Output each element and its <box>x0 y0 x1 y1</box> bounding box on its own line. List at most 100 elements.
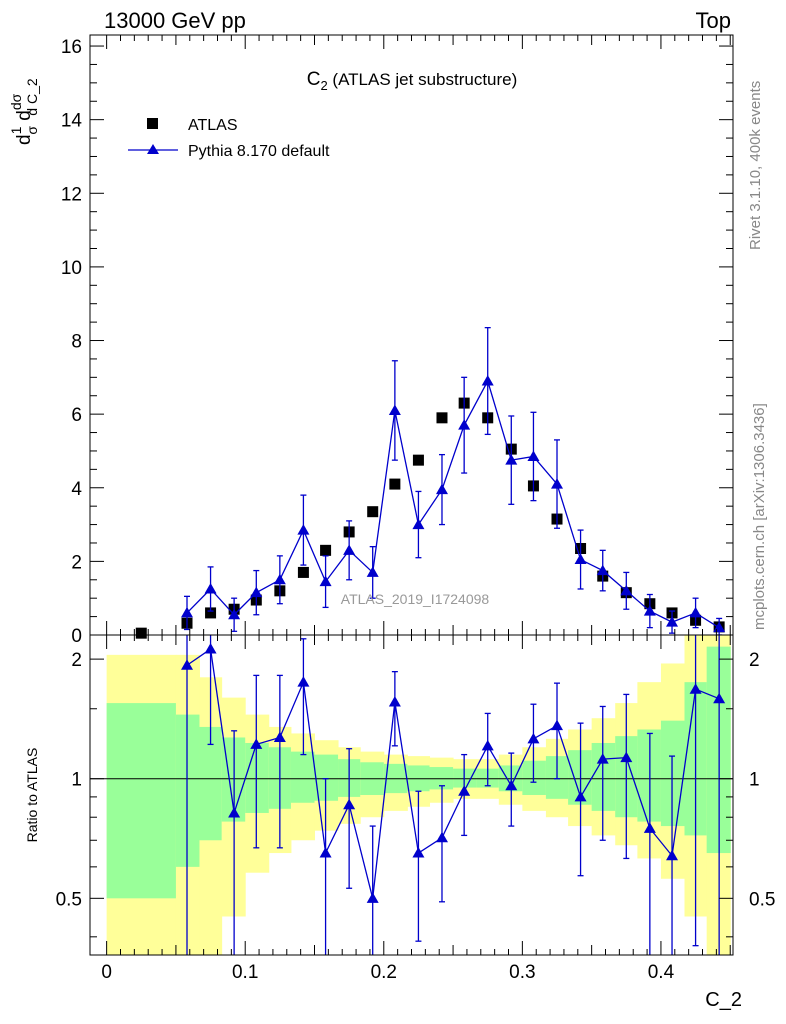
top-x-ticks <box>106 35 731 635</box>
ratio-data-point <box>620 751 633 763</box>
ratio-data-point <box>412 847 425 858</box>
top-y-tick-label: 14 <box>61 111 83 132</box>
ratio-data-point <box>527 732 540 744</box>
inner-band-bin <box>106 703 177 899</box>
legend-pythia-label: Pythia 8.170 default <box>188 143 330 160</box>
top-data-layer <box>135 326 726 639</box>
inner-band-bin <box>591 742 616 811</box>
atlas-data-point <box>389 478 401 490</box>
top-y-tick-label: 12 <box>61 184 82 205</box>
top-y-axis-label: d1σ ddσd C_2 <box>8 78 40 145</box>
ratio-data-point <box>458 785 471 796</box>
pythia-data-point <box>620 584 633 596</box>
ratio-data-point <box>689 683 702 694</box>
ratio-data-point <box>181 659 194 670</box>
ratio-data-point <box>596 753 609 764</box>
bottom-x-tick-label: 0.2 <box>371 962 397 983</box>
inner-band-bin <box>290 751 315 803</box>
top-y-tick-label: 2 <box>71 552 82 573</box>
pythia-data-point <box>481 375 494 386</box>
inner-band-bin <box>199 726 223 841</box>
bottom-y-axis: 0.5 0.5 1 1 2 2 <box>56 650 775 938</box>
inner-band-bin <box>314 754 339 801</box>
ratio-data-point <box>574 790 587 802</box>
ratio-data-point <box>250 738 263 749</box>
pythia-data-point <box>319 575 332 587</box>
ratio-data-point <box>297 676 310 687</box>
pythia-data-point <box>527 450 540 461</box>
top-y-tick-label: 0 <box>71 626 82 647</box>
legend-atlas-label: ATLAS <box>188 117 238 134</box>
pythia-data-point <box>412 518 425 530</box>
legend-atlas-marker <box>147 118 158 129</box>
pythia-data-point <box>273 573 286 585</box>
pythia-data-point <box>505 454 518 465</box>
x-axis-label: C_2 <box>705 989 742 1011</box>
ratio-data-point <box>319 847 332 858</box>
ratio-data-point <box>343 798 356 810</box>
pythia-data-point <box>181 606 194 618</box>
ratio-data-point <box>388 695 401 707</box>
atlas-data-point <box>436 412 448 424</box>
top-panel: 0 2 4 6 8 10 12 14 16 <box>61 34 734 647</box>
pythia-data-point <box>689 606 702 618</box>
chart-title: C2 (ATLAS jet substructure) <box>307 69 518 93</box>
pythia-data-point <box>250 586 263 598</box>
bottom-y-tick-label-right: 2 <box>749 650 760 671</box>
bottom-x-tick-label: 0.1 <box>232 962 258 983</box>
header-right-label: Top <box>696 8 731 33</box>
ratio-data-point <box>273 731 286 742</box>
ratio-data-point <box>643 822 656 833</box>
ratio-data-point <box>204 643 217 654</box>
ratio-data-point <box>713 692 726 704</box>
inner-band-bin <box>453 768 478 788</box>
bottom-x-tick-label: 0.4 <box>648 962 675 983</box>
rivet-side-label: Rivet 3.1.10, 400k events <box>747 81 764 250</box>
ratio-data-point <box>228 806 241 818</box>
legend-pythia-marker <box>147 144 159 154</box>
atlas-data-point <box>367 506 379 518</box>
ratio-data-point <box>505 779 518 791</box>
atlas-data-point <box>135 627 147 639</box>
top-y-tick-label: 6 <box>71 405 82 426</box>
atlas-data-point <box>412 454 424 466</box>
pythia-data-point <box>388 404 401 415</box>
pythia-data-point <box>343 544 356 555</box>
pythia-data-point <box>435 483 448 495</box>
pythia-data-point <box>574 553 587 565</box>
bottom-y-tick-label: 1 <box>71 770 82 791</box>
top-y-tick-label: 4 <box>71 479 82 500</box>
atlas-data-point <box>320 544 332 556</box>
bottom-x-tick-label: 0.3 <box>509 962 535 983</box>
pythia-data-point <box>458 419 471 430</box>
ratio-data-point <box>481 739 494 751</box>
atlas-data-point <box>205 607 217 619</box>
bottom-y-tick-label-right: 0.5 <box>749 889 775 910</box>
ratio-data-point <box>435 831 448 843</box>
bottom-panel: 0.5 0.5 1 1 2 2 0 0.1 0.2 0.3 0.4 <box>56 634 775 983</box>
inner-band-bin <box>522 760 547 795</box>
inner-band-bin <box>175 714 200 867</box>
chart-title-rest: (ATLAS jet substructure) <box>328 70 518 89</box>
pythia-data-point <box>551 478 564 489</box>
ratio-y-axis-label: Ratio to ATLAS <box>24 748 40 843</box>
mcplots-side-label: mcplots.cern.ch [arXiv:1306.3436] <box>751 403 768 630</box>
atlas-data-point <box>297 566 309 578</box>
top-y-tick-label: 10 <box>61 258 82 279</box>
legend: ATLAS Pythia 8.170 default <box>128 117 330 160</box>
analysis-label: ATLAS_2019_I1724098 <box>341 591 490 607</box>
ratio-data-point <box>366 892 379 903</box>
pythia-data-point <box>666 616 679 627</box>
inner-band-bin <box>245 742 270 813</box>
chart-title-main: C <box>307 69 321 90</box>
top-y-axis: 0 2 4 6 8 10 12 14 16 <box>61 37 733 647</box>
chart-title-sub: 2 <box>320 78 327 93</box>
bottom-y-tick-label: 0.5 <box>56 889 82 910</box>
top-y-tick-label: 8 <box>71 332 82 353</box>
header-left-label: 13000 GeV pp <box>104 8 246 33</box>
legend-item-atlas: ATLAS <box>147 117 238 134</box>
pythia-data-point <box>297 524 310 535</box>
pythia-data-point <box>643 605 656 616</box>
bottom-y-tick-label: 2 <box>71 650 82 671</box>
